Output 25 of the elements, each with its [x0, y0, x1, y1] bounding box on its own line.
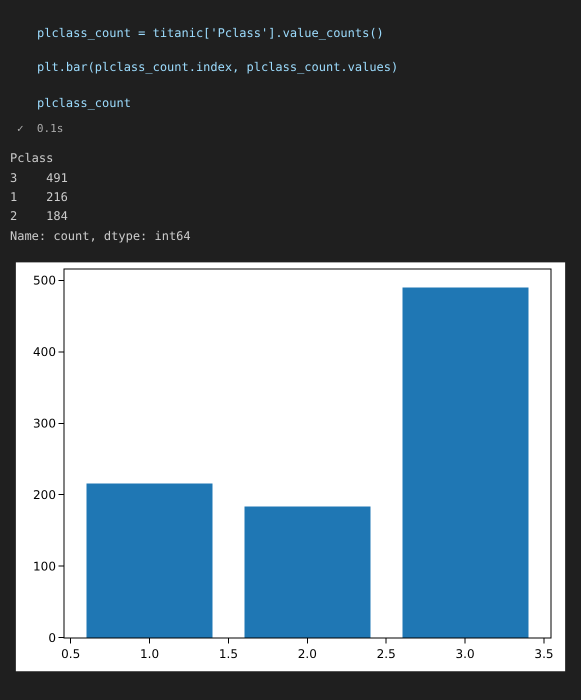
bar — [402, 287, 528, 638]
x-tick-label: 3.5 — [534, 646, 554, 661]
text: plclass_count = titanic['Pclass'].value_counts() — [37, 26, 384, 40]
text: plt.bar(plclass_count.index, plclass_count.values) — [37, 60, 398, 74]
text: plclass_count — [37, 96, 131, 110]
text: Pclass — [10, 151, 54, 165]
y-tick-label: 100 — [33, 559, 56, 574]
y-tick-label: 200 — [33, 488, 56, 502]
bar — [244, 506, 370, 638]
text: ✓ 0.1s — [17, 122, 64, 135]
y-tick-label: 300 — [33, 416, 56, 430]
text: 1 216 — [10, 190, 68, 204]
y-tick-label: 400 — [33, 345, 56, 360]
text: 3 491 — [10, 171, 68, 185]
x-tick-label: 0.5 — [61, 646, 80, 661]
x-tick-label: 2.5 — [376, 646, 396, 661]
x-tick-label: 1.5 — [218, 646, 238, 661]
x-tick-label: 2.0 — [298, 646, 317, 661]
bar — [86, 483, 212, 638]
y-tick-label: 0 — [48, 630, 56, 645]
x-tick-label: 1.0 — [140, 646, 160, 661]
y-tick-label: 500 — [33, 274, 56, 288]
text: 2 184 — [10, 209, 68, 223]
text: Name: count, dtype: int64 — [10, 229, 191, 243]
x-tick-label: 3.0 — [456, 646, 475, 661]
